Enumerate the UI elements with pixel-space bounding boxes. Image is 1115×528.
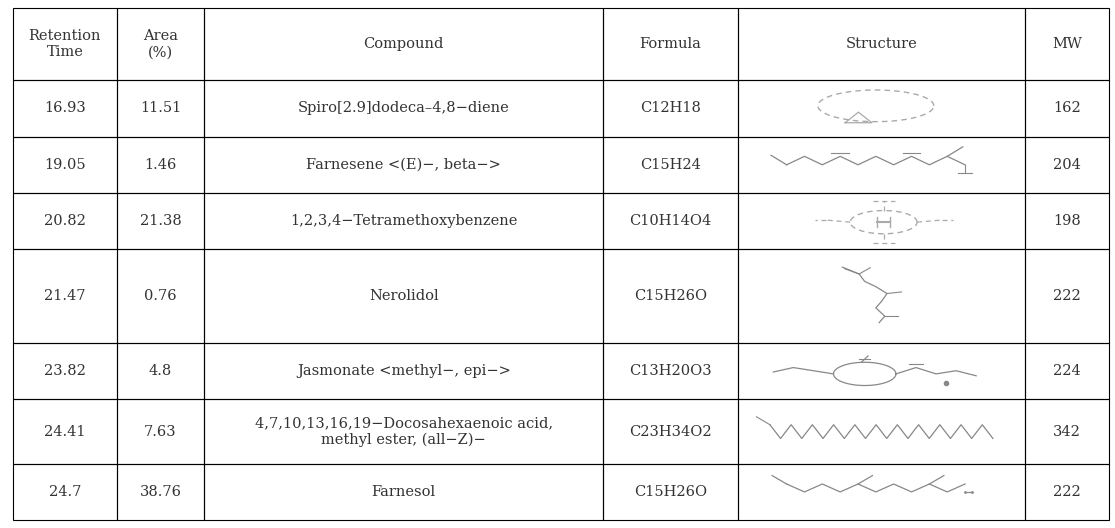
Bar bbox=[204, 80, 603, 137]
Bar bbox=[117, 399, 204, 464]
Bar bbox=[204, 343, 603, 399]
Text: 21.47: 21.47 bbox=[45, 289, 86, 303]
Bar bbox=[738, 193, 1025, 249]
Text: 23.82: 23.82 bbox=[43, 364, 86, 378]
Bar bbox=[603, 193, 738, 249]
Text: Retention
Time: Retention Time bbox=[29, 29, 101, 59]
Text: 16.93: 16.93 bbox=[45, 101, 86, 116]
Text: MW: MW bbox=[1053, 37, 1083, 51]
Text: 1.46: 1.46 bbox=[144, 158, 176, 172]
Bar bbox=[13, 8, 117, 80]
Bar bbox=[603, 137, 738, 193]
Bar bbox=[738, 399, 1025, 464]
Text: C10H14O4: C10H14O4 bbox=[629, 214, 711, 228]
Text: 1,2,3,4−Tetramethoxybenzene: 1,2,3,4−Tetramethoxybenzene bbox=[290, 214, 517, 228]
Text: 162: 162 bbox=[1054, 101, 1082, 116]
Bar bbox=[1025, 8, 1109, 80]
Bar bbox=[13, 399, 117, 464]
Text: 11.51: 11.51 bbox=[139, 101, 181, 116]
Bar bbox=[603, 8, 738, 80]
Bar bbox=[13, 137, 117, 193]
Text: 4.8: 4.8 bbox=[149, 364, 172, 378]
Bar bbox=[1025, 80, 1109, 137]
Text: 21.38: 21.38 bbox=[139, 214, 182, 228]
Text: C13H20O3: C13H20O3 bbox=[629, 364, 711, 378]
Text: C15H24: C15H24 bbox=[640, 158, 701, 172]
Bar bbox=[13, 464, 117, 520]
Text: 222: 222 bbox=[1054, 289, 1082, 303]
Bar bbox=[204, 8, 603, 80]
Bar bbox=[204, 464, 603, 520]
Bar bbox=[738, 343, 1025, 399]
Bar bbox=[1025, 249, 1109, 343]
Bar bbox=[117, 464, 204, 520]
Bar bbox=[117, 343, 204, 399]
Bar bbox=[204, 399, 603, 464]
Text: Formula: Formula bbox=[640, 37, 701, 51]
Text: 224: 224 bbox=[1054, 364, 1082, 378]
Bar bbox=[1025, 464, 1109, 520]
Bar bbox=[117, 137, 204, 193]
Text: Compound: Compound bbox=[363, 37, 444, 51]
Bar bbox=[738, 137, 1025, 193]
Bar bbox=[603, 399, 738, 464]
Bar bbox=[1025, 399, 1109, 464]
Bar bbox=[738, 249, 1025, 343]
Text: 342: 342 bbox=[1054, 425, 1082, 439]
Text: C23H34O2: C23H34O2 bbox=[629, 425, 711, 439]
Text: 204: 204 bbox=[1054, 158, 1082, 172]
Bar bbox=[13, 193, 117, 249]
Bar bbox=[204, 193, 603, 249]
Bar bbox=[13, 249, 117, 343]
Text: 38.76: 38.76 bbox=[139, 485, 182, 499]
Text: Spiro[2.9]dodeca–4,8−diene: Spiro[2.9]dodeca–4,8−diene bbox=[298, 101, 510, 116]
Text: C15H26O: C15H26O bbox=[633, 289, 707, 303]
Text: 20.82: 20.82 bbox=[43, 214, 86, 228]
Text: Jasmonate <methyl−, epi−>: Jasmonate <methyl−, epi−> bbox=[297, 364, 511, 378]
Bar bbox=[117, 80, 204, 137]
Bar bbox=[13, 343, 117, 399]
Text: 222: 222 bbox=[1054, 485, 1082, 499]
Bar bbox=[603, 464, 738, 520]
Bar bbox=[204, 249, 603, 343]
Bar bbox=[1025, 193, 1109, 249]
Bar bbox=[738, 464, 1025, 520]
Text: 19.05: 19.05 bbox=[45, 158, 86, 172]
Bar bbox=[117, 249, 204, 343]
Bar bbox=[603, 343, 738, 399]
Text: 24.7: 24.7 bbox=[49, 485, 81, 499]
Text: C15H26O: C15H26O bbox=[633, 485, 707, 499]
Bar bbox=[117, 8, 204, 80]
Bar bbox=[603, 249, 738, 343]
Bar bbox=[1025, 137, 1109, 193]
Text: 198: 198 bbox=[1054, 214, 1082, 228]
Bar bbox=[603, 80, 738, 137]
Text: 0.76: 0.76 bbox=[144, 289, 177, 303]
Text: Farnesene <(E)−, beta−>: Farnesene <(E)−, beta−> bbox=[307, 158, 501, 172]
Text: Area
(%): Area (%) bbox=[143, 29, 178, 59]
Bar bbox=[117, 193, 204, 249]
Bar bbox=[738, 8, 1025, 80]
Bar bbox=[13, 80, 117, 137]
Text: C12H18: C12H18 bbox=[640, 101, 701, 116]
Bar bbox=[204, 137, 603, 193]
Text: 7.63: 7.63 bbox=[144, 425, 177, 439]
Text: Farnesol: Farnesol bbox=[371, 485, 436, 499]
Text: Nerolidol: Nerolidol bbox=[369, 289, 438, 303]
Bar bbox=[1025, 343, 1109, 399]
Text: 24.41: 24.41 bbox=[45, 425, 86, 439]
Text: Structure: Structure bbox=[845, 37, 918, 51]
Text: 4,7,10,13,16,19−Docosahexaenoic acid,
methyl ester, (all−Z)−: 4,7,10,13,16,19−Docosahexaenoic acid, me… bbox=[254, 416, 553, 447]
Bar bbox=[738, 80, 1025, 137]
